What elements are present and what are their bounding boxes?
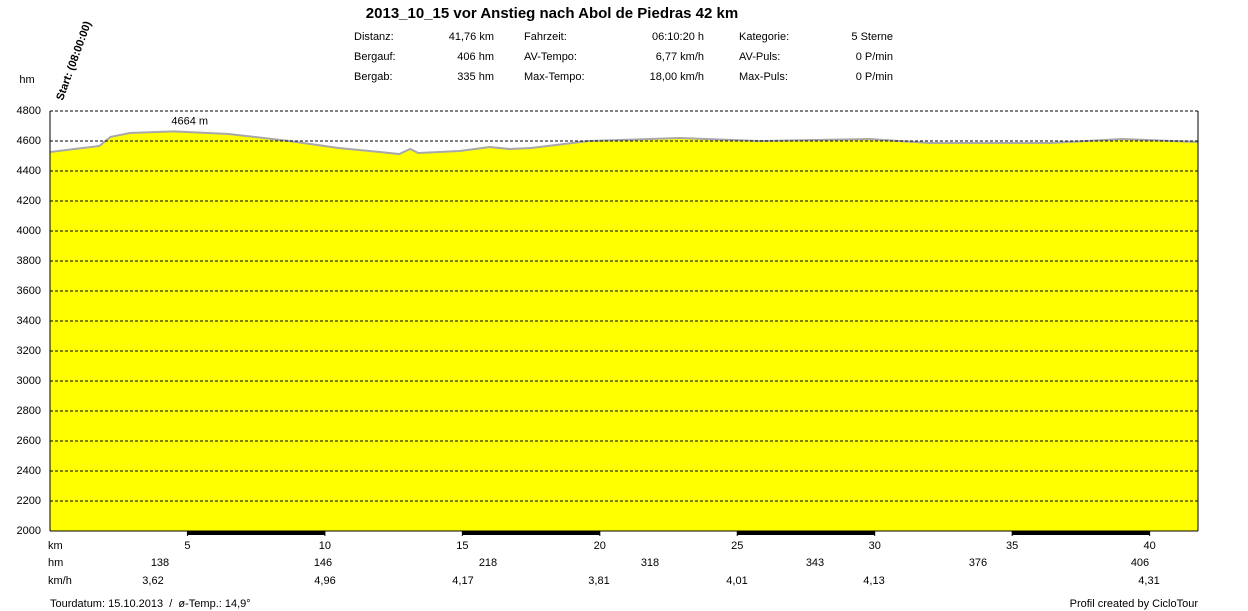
y-tick-label: 4400 — [17, 165, 41, 177]
y-tick-label: 2600 — [17, 435, 41, 447]
x-tick-label: 25 — [731, 540, 743, 552]
x-tick-label: 15 — [456, 540, 468, 552]
footer-left: Tourdatum: 15.10.2013 / ø-Temp.: 14,9° — [50, 598, 251, 610]
x-tick-label: 5 — [184, 540, 190, 552]
y-tick-label: 2200 — [17, 495, 41, 507]
row-value: 4,31 — [1138, 575, 1159, 587]
y-tick-label: 3600 — [17, 285, 41, 297]
y-tick-label: 3000 — [17, 375, 41, 387]
row-value: 218 — [479, 557, 497, 569]
chart-title: 2013_10_15 vor Anstieg nach Abol de Pied… — [366, 5, 738, 22]
row-value: 4,96 — [314, 575, 335, 587]
info-label: Fahrzeit: — [524, 31, 567, 43]
row-value: 406 — [1131, 557, 1149, 569]
info-value: 5 Sterne — [851, 31, 893, 43]
elevation-line — [49, 130, 1199, 156]
y-tick-label: 4200 — [17, 195, 41, 207]
y-tick-label: 4600 — [17, 135, 41, 147]
info-value: 0 P/min — [856, 71, 893, 83]
row-value: 3,62 — [142, 575, 163, 587]
x-axis-label: km — [48, 540, 63, 552]
y-tick-label: 4000 — [17, 225, 41, 237]
row-label: hm — [48, 557, 63, 569]
x-tick-label: 20 — [594, 540, 606, 552]
y-axis-label: hm — [19, 74, 34, 86]
info-value: 335 hm — [457, 71, 494, 83]
row-label: km/h — [48, 575, 72, 587]
info-value: 06:10:20 h — [652, 31, 704, 43]
row-value: 376 — [969, 557, 987, 569]
info-label: Distanz: — [354, 31, 394, 43]
y-tick-label: 3400 — [17, 315, 41, 327]
info-value: 41,76 km — [449, 31, 494, 43]
info-value: 6,77 km/h — [656, 51, 704, 63]
row-value: 3,81 — [588, 575, 609, 587]
info-label: Max-Tempo: — [524, 71, 585, 83]
info-label: Kategorie: — [739, 31, 789, 43]
y-tick-label: 2400 — [17, 465, 41, 477]
info-label: AV-Puls: — [739, 51, 780, 63]
info-label: AV-Tempo: — [524, 51, 577, 63]
x-tick-label: 10 — [319, 540, 331, 552]
footer-right: Profil created by CicloTour — [1070, 598, 1199, 610]
axis-segment — [737, 531, 875, 535]
info-value: 0 P/min — [856, 51, 893, 63]
row-value: 138 — [151, 557, 169, 569]
y-tick-label: 2000 — [17, 525, 41, 537]
peak-annotation: 4664 m — [171, 115, 208, 127]
row-value: 343 — [806, 557, 824, 569]
row-value: 4,13 — [863, 575, 884, 587]
y-tick-label: 3200 — [17, 345, 41, 357]
row-value: 4,17 — [452, 575, 473, 587]
axis-segment — [1012, 531, 1150, 535]
x-tick-label: 30 — [869, 540, 881, 552]
x-tick-label: 40 — [1143, 540, 1155, 552]
info-label: Max-Puls: — [739, 71, 788, 83]
axis-segment — [462, 531, 600, 535]
y-tick-label: 2800 — [17, 405, 41, 417]
y-tick-label: 3800 — [17, 255, 41, 267]
info-label: Bergauf: — [354, 51, 396, 63]
start-label: Start: (08:00:00) — [54, 19, 94, 102]
y-tick-label: 4800 — [17, 105, 41, 117]
row-value: 318 — [641, 557, 659, 569]
x-tick-label: 35 — [1006, 540, 1018, 552]
axis-segment — [187, 531, 325, 535]
row-value: 4,01 — [726, 575, 747, 587]
info-value: 406 hm — [457, 51, 494, 63]
row-value: 146 — [314, 557, 332, 569]
info-value: 18,00 km/h — [650, 71, 704, 83]
info-label: Bergab: — [354, 71, 393, 83]
